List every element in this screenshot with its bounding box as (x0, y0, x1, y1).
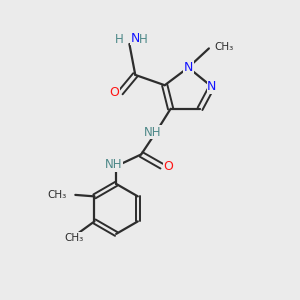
Text: N: N (131, 32, 140, 45)
Text: O: O (110, 86, 120, 99)
Text: H: H (115, 33, 124, 46)
Text: O: O (163, 160, 173, 173)
Text: CH₃: CH₃ (64, 232, 83, 243)
Text: NH: NH (105, 158, 122, 171)
Text: CH₃: CH₃ (48, 190, 67, 200)
Text: N: N (184, 61, 193, 74)
Text: NH: NH (144, 126, 161, 139)
Text: CH₃: CH₃ (214, 42, 233, 52)
Text: H: H (139, 33, 148, 46)
Text: N: N (207, 80, 217, 93)
